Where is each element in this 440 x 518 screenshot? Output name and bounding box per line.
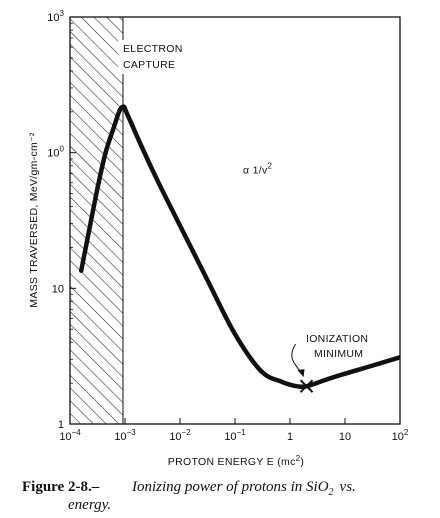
electron-capture-label-bg xyxy=(118,40,198,74)
x-tick-label-6-exp: 2 xyxy=(404,428,409,437)
x-tick-label-5-base: 10 xyxy=(339,431,351,443)
y-tick-label-0-base: 1 xyxy=(58,419,64,431)
x-tick-label-0: 10−4 xyxy=(59,428,81,443)
alpha-label-text: α 1/v xyxy=(243,165,268,177)
y-tick-label-3-base: 10 xyxy=(47,12,59,24)
y-tick-label-1: 10 xyxy=(52,283,64,295)
x-tick-label-6: 102 xyxy=(392,428,409,443)
x-tick-label-4-base: 1 xyxy=(287,431,293,443)
y-tick-label-3: 103 xyxy=(47,9,64,24)
figure-caption-line2: energy. xyxy=(68,497,111,513)
x-tick-label-4: 1 xyxy=(287,431,293,443)
caption-subscript: 2 xyxy=(329,487,334,498)
ionization-minimum-x-marker xyxy=(299,379,314,393)
x-tick-label-0-base: 10 xyxy=(59,431,71,443)
x-tick-label-3-base: 10 xyxy=(224,431,236,443)
figure-caption-lead: Figure 2-8.– xyxy=(22,479,100,495)
ionization-minimum-label-1: IONIZATION xyxy=(306,333,368,345)
ionizing-power-curve xyxy=(78,104,400,390)
caption-text-1: Ionizing power of protons in SiO xyxy=(131,479,329,495)
caption-text-end: vs. xyxy=(340,479,356,495)
y-tick-label-2: 100 xyxy=(47,145,64,160)
alpha-label-exp: 2 xyxy=(268,162,273,171)
electron-capture-region xyxy=(70,17,123,424)
x-tick-label-1-base: 10 xyxy=(114,431,126,443)
y-tick-label-0: 1 xyxy=(58,419,64,431)
x-tick-label-2: 10−2 xyxy=(169,428,191,443)
x-axis-ticks: 10−4 10−3 10−2 10−1 1 10 102 xyxy=(59,418,409,443)
y-tick-label-3-exp: 3 xyxy=(60,9,65,18)
y-tick-label-2-base: 10 xyxy=(47,148,59,160)
x-tick-label-1-exp: −3 xyxy=(127,428,137,437)
proportional-1-over-v2-label: α 1/v2 xyxy=(243,162,273,177)
ionization-minimum-label-2: MINIMUM xyxy=(314,348,363,360)
figure-caption-line1: Ionizing power of protons in SiO2 vs. xyxy=(131,479,356,498)
x-tick-label-0-exp: −4 xyxy=(72,428,82,437)
x-marker-stroke-2 xyxy=(299,379,314,393)
electron-capture-label-1: ELECTRON xyxy=(123,43,183,55)
svg-text:α 1/v2: α 1/v2 xyxy=(243,162,273,177)
electron-capture-label-2: CAPTURE xyxy=(123,59,175,71)
y-minor-ticks xyxy=(70,22,73,384)
y-axis-label: MASS TRAVERSED, MeV/gm-cm⁻² xyxy=(28,132,40,308)
ionization-minimum-arrowhead xyxy=(297,369,305,378)
x-tick-label-3-exp: −1 xyxy=(237,428,247,437)
x-tick-label-5: 10 xyxy=(339,431,351,443)
y-tick-label-2-exp: 0 xyxy=(60,145,65,154)
x-tick-label-6-base: 10 xyxy=(392,431,404,443)
x-axis-label: PROTON ENERGY E (mc2) xyxy=(168,454,304,468)
y-tick-label-1-base: 10 xyxy=(52,283,64,295)
x-tick-label-2-exp: −2 xyxy=(182,428,192,437)
x-tick-label-3: 10−1 xyxy=(224,428,246,443)
x-tick-label-1: 10−3 xyxy=(114,428,136,443)
x-tick-label-2-base: 10 xyxy=(169,431,181,443)
